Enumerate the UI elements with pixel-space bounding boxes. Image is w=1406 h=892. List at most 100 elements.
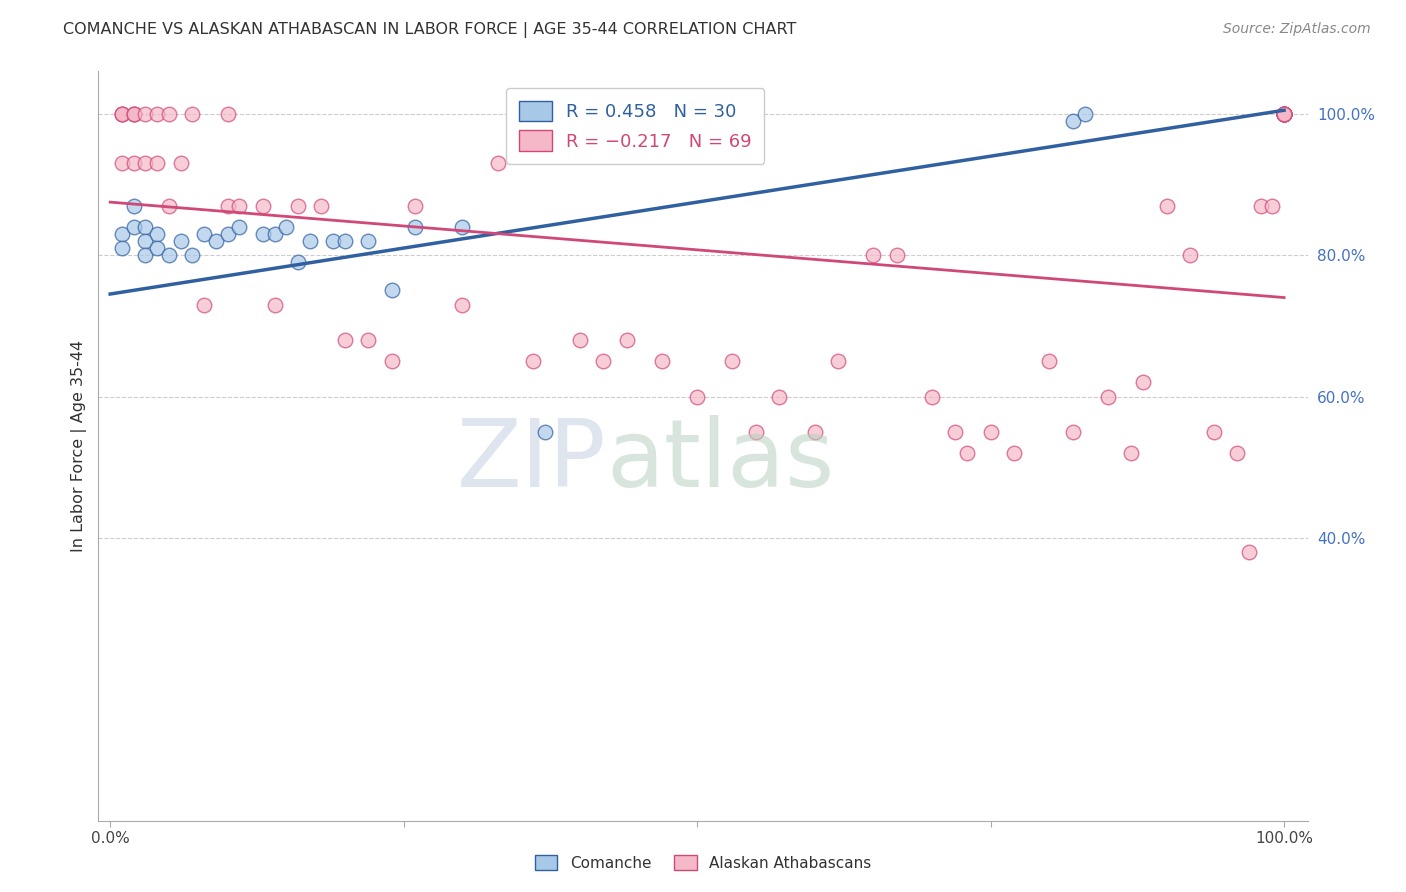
Point xyxy=(228,219,250,234)
Point xyxy=(827,354,849,368)
Point xyxy=(134,248,156,262)
Point xyxy=(1097,390,1119,404)
Point xyxy=(204,234,226,248)
Point xyxy=(1272,107,1295,121)
Point xyxy=(616,333,638,347)
Point xyxy=(263,227,285,241)
Point xyxy=(1272,107,1295,121)
Point xyxy=(311,199,333,213)
Point xyxy=(169,234,191,248)
Point xyxy=(381,284,404,298)
Point xyxy=(568,333,591,347)
Text: COMANCHE VS ALASKAN ATHABASCAN IN LABOR FORCE | AGE 35-44 CORRELATION CHART: COMANCHE VS ALASKAN ATHABASCAN IN LABOR … xyxy=(63,22,797,38)
Point xyxy=(193,298,215,312)
Legend: R = 0.458   N = 30, R = −0.217   N = 69: R = 0.458 N = 30, R = −0.217 N = 69 xyxy=(506,88,765,164)
Point xyxy=(1250,199,1272,213)
Point xyxy=(1156,199,1178,213)
Point xyxy=(181,107,204,121)
Text: Source: ZipAtlas.com: Source: ZipAtlas.com xyxy=(1223,22,1371,37)
Point xyxy=(862,248,884,262)
Point xyxy=(157,248,180,262)
Point xyxy=(921,390,943,404)
Point xyxy=(252,227,274,241)
Point xyxy=(169,156,191,170)
Point xyxy=(1272,107,1295,121)
Point xyxy=(803,425,825,439)
Point xyxy=(111,107,134,121)
Point xyxy=(686,390,709,404)
Point xyxy=(111,241,134,255)
Point xyxy=(651,354,673,368)
Point xyxy=(122,219,145,234)
Point xyxy=(217,107,239,121)
Point xyxy=(486,156,509,170)
Point xyxy=(217,199,239,213)
Point xyxy=(721,354,744,368)
Point xyxy=(298,234,321,248)
Point xyxy=(146,227,169,241)
Point xyxy=(381,354,404,368)
Point xyxy=(1272,107,1295,121)
Point xyxy=(157,107,180,121)
Point xyxy=(181,248,204,262)
Point xyxy=(1272,107,1295,121)
Point xyxy=(1226,446,1249,460)
Point xyxy=(263,298,285,312)
Point xyxy=(1272,107,1295,121)
Point xyxy=(1272,107,1295,121)
Point xyxy=(333,234,356,248)
Point xyxy=(217,227,239,241)
Point xyxy=(886,248,908,262)
Point xyxy=(193,227,215,241)
Point xyxy=(146,107,169,121)
Point xyxy=(134,107,156,121)
Point xyxy=(1237,545,1260,559)
Text: ZIP: ZIP xyxy=(457,415,606,507)
Point xyxy=(287,255,309,269)
Point xyxy=(252,199,274,213)
Point xyxy=(1002,446,1025,460)
Point xyxy=(451,219,474,234)
Point xyxy=(1073,107,1095,121)
Point xyxy=(134,219,156,234)
Point xyxy=(333,333,356,347)
Point xyxy=(122,107,145,121)
Point xyxy=(1272,107,1295,121)
Point xyxy=(956,446,979,460)
Point xyxy=(146,156,169,170)
Point xyxy=(1121,446,1143,460)
Point xyxy=(146,241,169,255)
Text: atlas: atlas xyxy=(606,415,835,507)
Point xyxy=(404,219,426,234)
Point xyxy=(533,425,555,439)
Point xyxy=(1038,354,1060,368)
Point xyxy=(592,354,614,368)
Point xyxy=(111,107,134,121)
Point xyxy=(451,298,474,312)
Point xyxy=(276,219,298,234)
Point xyxy=(134,156,156,170)
Point xyxy=(980,425,1002,439)
Point xyxy=(228,199,250,213)
Point xyxy=(357,234,380,248)
Point xyxy=(1261,199,1284,213)
Point xyxy=(1202,425,1225,439)
Point xyxy=(122,199,145,213)
Point xyxy=(111,156,134,170)
Point xyxy=(157,199,180,213)
Point xyxy=(768,390,790,404)
Y-axis label: In Labor Force | Age 35-44: In Labor Force | Age 35-44 xyxy=(72,340,87,552)
Point xyxy=(357,333,380,347)
Point xyxy=(287,199,309,213)
Point xyxy=(1132,376,1154,390)
Point xyxy=(522,354,544,368)
Point xyxy=(1062,113,1084,128)
Point xyxy=(122,107,145,121)
Point xyxy=(322,234,344,248)
Point xyxy=(1272,107,1295,121)
Point xyxy=(404,199,426,213)
Point xyxy=(945,425,967,439)
Point xyxy=(1180,248,1202,262)
Point xyxy=(111,107,134,121)
Point xyxy=(122,107,145,121)
